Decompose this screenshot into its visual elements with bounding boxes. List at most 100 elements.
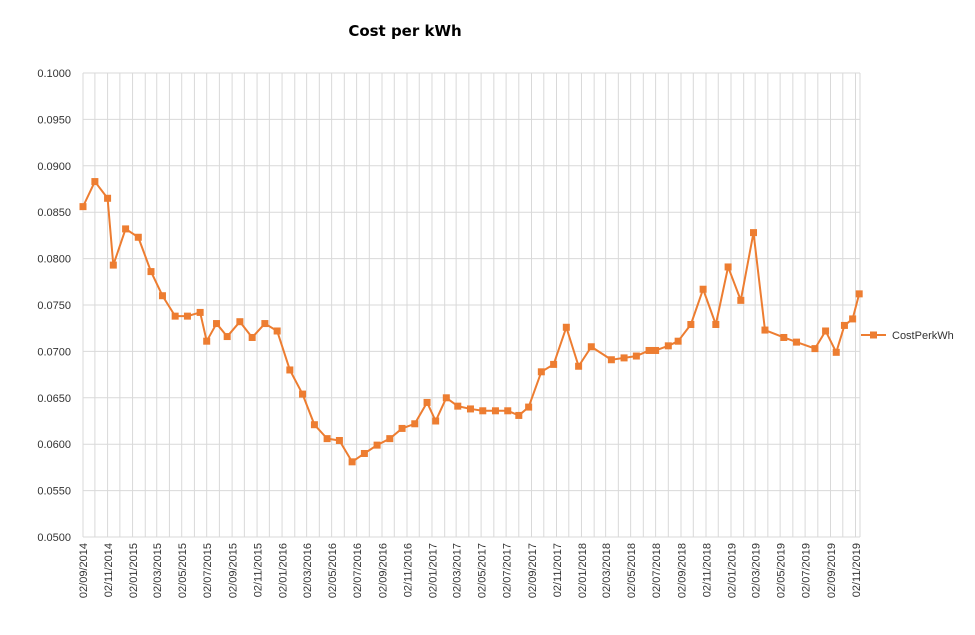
- x-tick-label: 02/11/2017: [552, 543, 564, 597]
- data-point: [632, 352, 640, 360]
- x-tick-label: 02/07/2016: [352, 543, 364, 598]
- data-point: [793, 338, 801, 346]
- data-point: [687, 320, 695, 328]
- x-tick-label: 02/07/2018: [651, 543, 663, 598]
- y-tick-label: 0.0500: [37, 532, 71, 544]
- gridlines: [82, 72, 861, 538]
- data-point: [134, 233, 142, 241]
- data-point: [432, 417, 440, 425]
- data-point: [849, 315, 857, 323]
- data-point: [537, 368, 545, 376]
- x-tick-label: 02/03/2019: [751, 543, 763, 598]
- x-tick-label: 02/11/2016: [402, 543, 414, 597]
- data-point: [323, 435, 331, 443]
- x-tick-label: 02/01/2017: [427, 543, 439, 598]
- data-point: [299, 390, 307, 398]
- x-tick-label: 02/03/2015: [152, 543, 164, 598]
- x-tick-label: 02/07/2015: [202, 543, 214, 598]
- x-tick-label: 02/05/2019: [776, 543, 788, 598]
- x-tick-label: 02/09/2018: [676, 543, 688, 598]
- data-point: [466, 405, 474, 413]
- y-tick-label: 0.0750: [37, 300, 71, 312]
- y-tick-label: 0.0950: [37, 114, 71, 126]
- data-point: [248, 333, 256, 341]
- x-tick-label: 02/07/2019: [801, 543, 813, 598]
- data-point: [587, 343, 595, 351]
- data-point: [664, 342, 672, 350]
- data-point: [386, 435, 394, 443]
- data-point: [171, 312, 179, 320]
- y-tick-label: 0.0550: [37, 486, 71, 498]
- x-tick-label: 02/05/2018: [626, 543, 638, 598]
- data-point: [525, 403, 533, 411]
- data-point: [109, 261, 117, 269]
- x-tick-label: 02/09/2019: [826, 543, 838, 598]
- data-point: [832, 348, 840, 356]
- y-tick-label: 0.0650: [37, 393, 71, 405]
- data-point: [196, 308, 204, 316]
- data-point: [348, 458, 356, 466]
- data-point: [183, 312, 191, 320]
- data-point: [822, 327, 830, 335]
- data-point: [423, 398, 431, 406]
- data-point: [261, 320, 269, 328]
- data-point: [223, 333, 231, 341]
- data-point: [158, 292, 166, 300]
- x-tick-label: 02/01/2015: [128, 543, 140, 598]
- data-point: [104, 194, 112, 202]
- data-point: [273, 327, 281, 335]
- data-point: [620, 354, 628, 362]
- x-tick-label: 02/01/2019: [726, 543, 738, 598]
- data-point: [674, 337, 682, 345]
- data-point: [373, 441, 381, 449]
- data-point: [652, 346, 660, 354]
- data-point: [575, 362, 583, 370]
- data-point: [310, 421, 318, 429]
- y-tick-label: 0.0900: [37, 161, 71, 173]
- x-tick-label: 02/03/2017: [452, 543, 464, 598]
- data-point: [699, 285, 707, 293]
- legend: CostPerkWh: [861, 330, 954, 342]
- y-tick-label: 0.0800: [37, 254, 71, 266]
- x-tick-label: 02/01/2018: [577, 543, 589, 598]
- x-tick-label: 02/03/2018: [601, 543, 613, 598]
- data-point: [236, 318, 244, 326]
- y-tick-label: 0.0850: [37, 207, 71, 219]
- series-group: [79, 178, 863, 466]
- data-point: [712, 320, 720, 328]
- data-point: [491, 407, 499, 415]
- data-point: [479, 407, 487, 415]
- x-tick-label: 02/09/2017: [527, 543, 539, 598]
- data-point: [442, 394, 450, 402]
- data-point: [213, 320, 221, 328]
- data-point: [562, 323, 570, 331]
- data-point: [504, 407, 512, 415]
- data-point: [550, 360, 558, 368]
- y-axis-ticks: 0.0500 0.0550 0.0600 0.0650 0.0700 0.0750 0.08…: [37, 68, 71, 544]
- data-point: [750, 229, 758, 237]
- x-tick-label: 02/09/2015: [228, 543, 240, 598]
- x-tick-label: 02/05/2015: [177, 543, 189, 598]
- x-tick-label: 02/11/2015: [252, 543, 264, 597]
- x-tick-label: 02/11/2014: [103, 543, 115, 597]
- data-point: [360, 449, 368, 457]
- x-tick-label: 02/03/2016: [302, 543, 314, 598]
- data-point: [811, 345, 819, 353]
- x-tick-label: 02/05/2017: [477, 543, 489, 598]
- data-point: [607, 356, 615, 364]
- data-point: [724, 263, 732, 271]
- y-tick-label: 0.1000: [37, 68, 71, 80]
- data-point: [780, 333, 788, 341]
- legend-marker: [870, 331, 877, 339]
- x-tick-label: 02/05/2016: [327, 543, 339, 598]
- data-point: [737, 296, 745, 304]
- x-tick-label: 02/07/2017: [502, 543, 514, 598]
- data-point: [286, 366, 294, 374]
- data-point: [761, 326, 769, 334]
- data-point: [454, 402, 462, 410]
- x-tick-label: 02/09/2014: [78, 543, 90, 598]
- data-point: [645, 346, 653, 354]
- x-axis-ticks: 02/09/2014 02/11/2014 02/01/2015 02/03/2015…: [78, 543, 863, 598]
